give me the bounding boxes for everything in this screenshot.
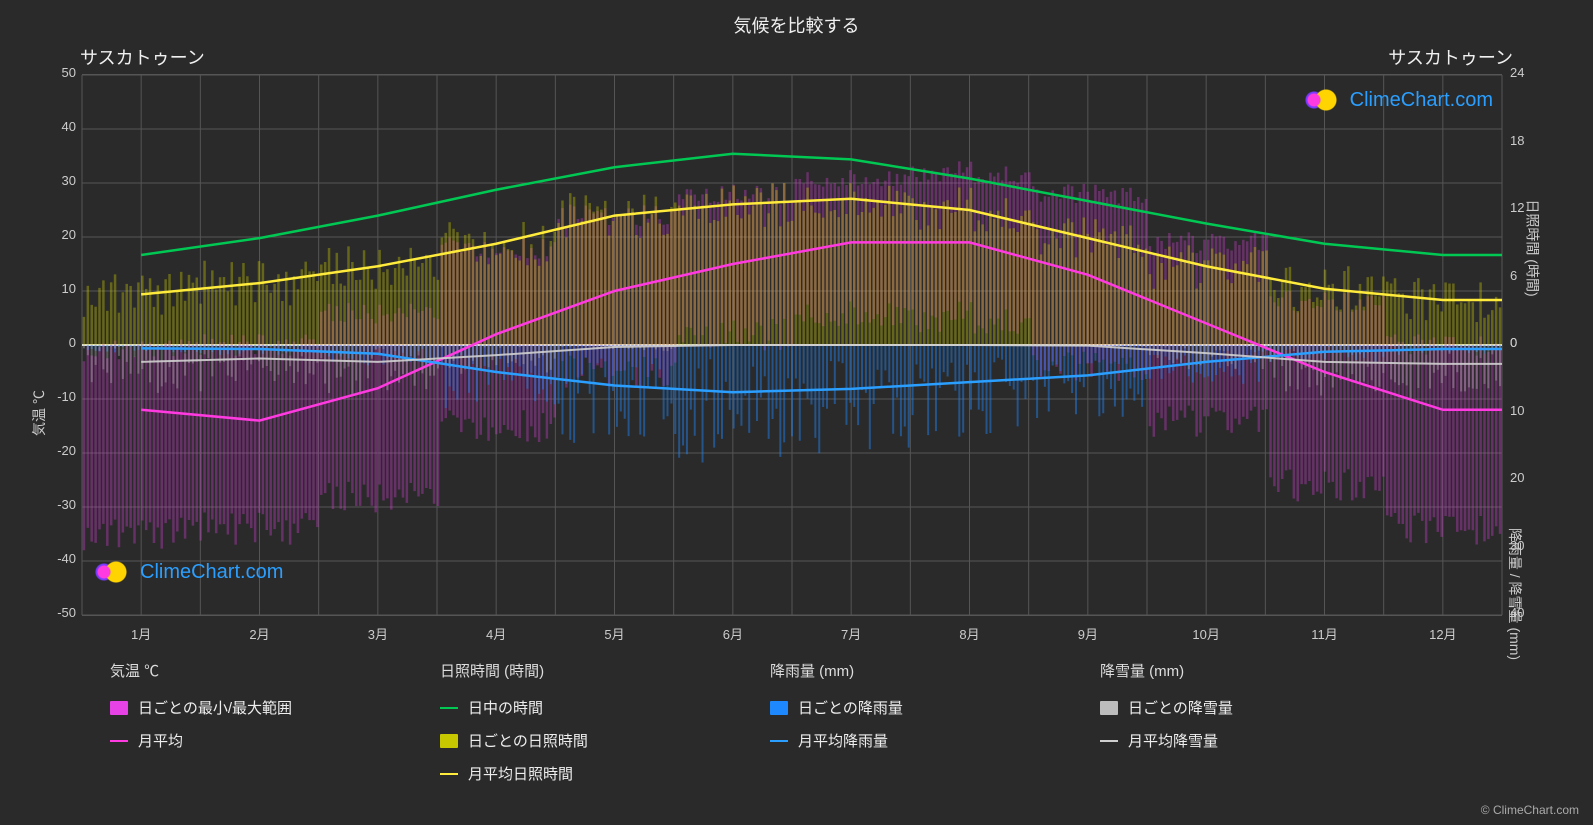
left-tick-label: 50 xyxy=(6,65,76,80)
legend-label: 月平均 xyxy=(138,730,183,751)
legend-label: 月平均降雨量 xyxy=(798,730,888,751)
legend-swatch xyxy=(440,707,458,709)
legend-header: 日照時間 (時間) xyxy=(440,660,660,681)
legend-swatch xyxy=(110,701,128,715)
legend-column: 気温 ℃ 日ごとの最小/最大範囲月平均 xyxy=(110,660,330,784)
left-tick-label: -30 xyxy=(6,497,76,512)
legend-header: 降雪量 (mm) xyxy=(1100,660,1320,681)
legend-label: 日ごとの降雨量 xyxy=(798,697,903,718)
month-tick-label: 4月 xyxy=(486,624,506,643)
legend-item: 日ごとの日照時間 xyxy=(440,730,660,751)
left-tick-label: -10 xyxy=(6,389,76,404)
legend-header: 気温 ℃ xyxy=(110,660,330,681)
month-tick-label: 2月 xyxy=(249,624,269,643)
legend-item: 月平均降雪量 xyxy=(1100,730,1320,751)
left-tick-label: -20 xyxy=(6,443,76,458)
legend-column: 日照時間 (時間) 日中の時間日ごとの日照時間月平均日照時間 xyxy=(440,660,660,784)
location-right-label: サスカトゥーン xyxy=(1388,44,1513,70)
left-tick-label: 40 xyxy=(6,119,76,134)
legend-column: 降雨量 (mm) 日ごとの降雨量月平均降雨量 xyxy=(770,660,990,784)
legend-swatch xyxy=(110,740,128,742)
month-tick-label: 6月 xyxy=(723,624,743,643)
right-bottom-tick-label: 20 xyxy=(1510,470,1580,485)
right-bottom-tick-label: 0 xyxy=(1510,335,1580,350)
left-tick-label: -40 xyxy=(6,551,76,566)
right-top-tick-label: 24 xyxy=(1510,65,1580,80)
legend-label: 日ごとの降雪量 xyxy=(1128,697,1233,718)
legend-label: 日中の時間 xyxy=(468,697,543,718)
month-tick-label: 8月 xyxy=(959,624,979,643)
left-tick-label: 30 xyxy=(6,173,76,188)
month-tick-label: 12月 xyxy=(1429,624,1456,643)
legend-swatch xyxy=(440,773,458,775)
right-top-tick-label: 6 xyxy=(1510,268,1580,283)
month-tick-label: 10月 xyxy=(1192,624,1219,643)
legend-label: 日ごとの日照時間 xyxy=(468,730,588,751)
legend-label: 日ごとの最小/最大範囲 xyxy=(138,697,292,718)
legend-swatch xyxy=(770,740,788,742)
legend-item: 日ごとの降雪量 xyxy=(1100,697,1320,718)
legend-item: 日中の時間 xyxy=(440,697,660,718)
legend-item: 月平均降雨量 xyxy=(770,730,990,751)
chart-plot-area xyxy=(82,74,1502,616)
month-tick-label: 5月 xyxy=(604,624,624,643)
legend-label: 月平均日照時間 xyxy=(468,763,573,784)
left-tick-label: -50 xyxy=(6,605,76,620)
location-left-label: サスカトゥーン xyxy=(80,44,205,70)
right-bottom-tick-label: 10 xyxy=(1510,403,1580,418)
chart-legend: 気温 ℃ 日ごとの最小/最大範囲月平均 日照時間 (時間) 日中の時間日ごとの日照時間… xyxy=(110,660,1533,784)
month-tick-label: 1月 xyxy=(131,624,151,643)
legend-item: 月平均 xyxy=(110,730,330,751)
legend-swatch xyxy=(440,734,458,748)
legend-swatch xyxy=(1100,701,1118,715)
left-tick-label: 10 xyxy=(6,281,76,296)
month-tick-label: 11月 xyxy=(1311,624,1338,643)
right-top-tick-label: 12 xyxy=(1510,200,1580,215)
copyright-text: © ClimeChart.com xyxy=(1481,803,1579,817)
chart-svg xyxy=(82,75,1502,615)
left-tick-label: 0 xyxy=(6,335,76,350)
page-title: 気候を比較する xyxy=(0,12,1593,38)
legend-column: 降雪量 (mm) 日ごとの降雪量月平均降雪量 xyxy=(1100,660,1320,784)
left-tick-label: 20 xyxy=(6,227,76,242)
legend-label: 月平均降雪量 xyxy=(1128,730,1218,751)
legend-item: 日ごとの降雨量 xyxy=(770,697,990,718)
right-bottom-tick-label: 40 xyxy=(1510,605,1580,620)
right-bottom-tick-label: 30 xyxy=(1510,538,1580,553)
month-tick-label: 9月 xyxy=(1078,624,1098,643)
month-tick-label: 7月 xyxy=(841,624,861,643)
legend-swatch xyxy=(1100,740,1118,742)
legend-item: 日ごとの最小/最大範囲 xyxy=(110,697,330,718)
legend-header: 降雨量 (mm) xyxy=(770,660,990,681)
legend-swatch xyxy=(770,701,788,715)
legend-item: 月平均日照時間 xyxy=(440,763,660,784)
month-tick-label: 3月 xyxy=(368,624,388,643)
right-top-tick-label: 18 xyxy=(1510,133,1580,148)
